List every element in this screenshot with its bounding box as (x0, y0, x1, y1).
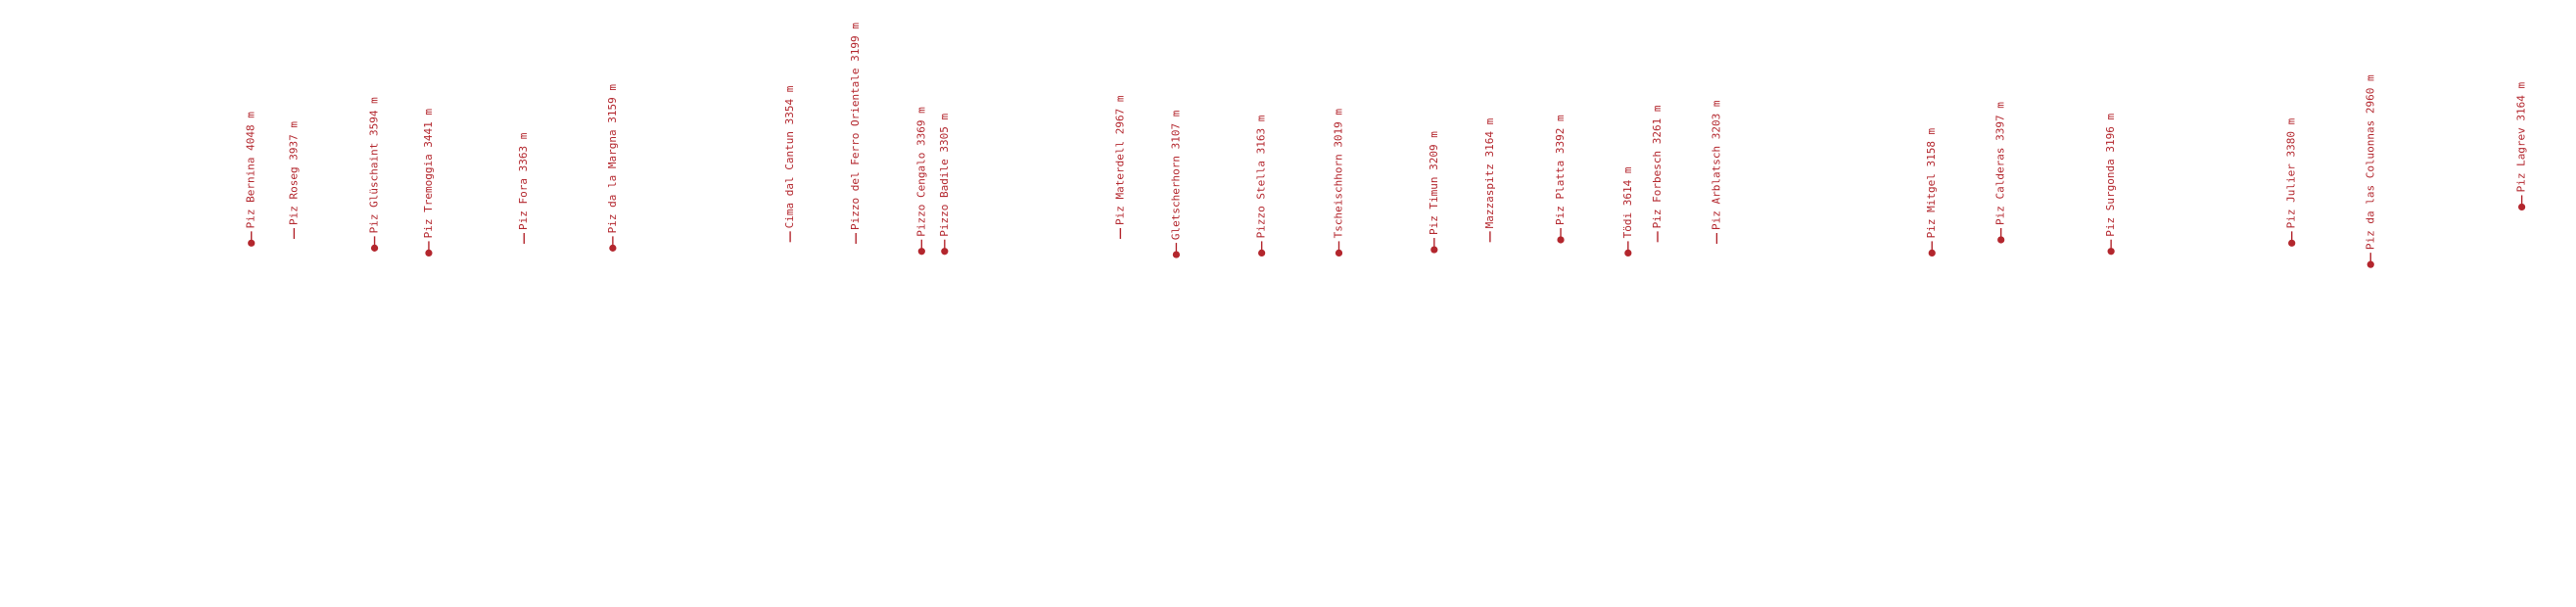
peak-marker: Piz Bernina 4048 m (245, 112, 258, 247)
peak-label: Pizzo Cengalo 3369 m (914, 107, 927, 237)
peak-marker: Pizzo Cengalo 3369 m (914, 107, 927, 256)
peak-label: Piz Arblatsch 3203 m (1710, 100, 1722, 230)
peak-label: Piz Materdell 2967 m (1113, 95, 1126, 225)
peak-label: Pizzo del Ferro Orientale 3199 m (849, 23, 862, 230)
peak-label: Piz Roseg 3937 m (287, 121, 300, 225)
peak-marker: Pizzo del Ferro Orientale 3199 m (849, 23, 862, 245)
peak-marker: Piz Roseg 3937 m (287, 121, 300, 239)
peak-label: Piz Surgonda 3196 m (2104, 114, 2117, 237)
peak-marker: Piz da la Margna 3159 m (606, 84, 619, 252)
peak-marker: Piz Mitgel 3158 m (1925, 127, 1938, 257)
peak-marker: Pizzo Stella 3163 m (1255, 115, 1268, 257)
peak-marker: Gletscherhorn 3107 m (1169, 110, 1182, 258)
peak-marker: Piz Platta 3392 m (1554, 115, 1567, 244)
peak-marker: Mazzaspitz 3164 m (1483, 117, 1496, 243)
peak-marker: Piz Julier 3380 m (2285, 117, 2298, 247)
peak-dot (1928, 249, 1936, 257)
peak-marker: Piz Lagrev 3164 m (2515, 81, 2528, 211)
peak-label: Pizzo Badile 3305 m (938, 114, 951, 237)
peak-label: Tscheischhorn 3019 m (1333, 109, 1345, 239)
peak-label: Piz Bernina 4048 m (245, 112, 258, 229)
peak-label: Piz Platta 3392 m (1554, 115, 1567, 225)
peak-marker: Piz Materdell 2967 m (1113, 95, 1126, 239)
peak-label: Piz Julier 3380 m (2285, 117, 2298, 228)
peak-label: Piz Mitgel 3158 m (1925, 127, 1938, 238)
peak-marker: Piz Timun 3209 m (1428, 131, 1440, 254)
peak-label: Tödi 3614 m (1621, 166, 1634, 238)
peak-marker: Piz Calderas 3397 m (1994, 102, 2007, 244)
peak-dot (1624, 249, 1632, 257)
peak-marker: Piz da las Coluonnas 2960 m (2364, 74, 2376, 268)
peak-marker: Piz Tremoggia 3441 m (422, 109, 435, 257)
peak-label: Cima dal Cantun 3354 m (783, 85, 796, 228)
peak-dot (2366, 260, 2374, 268)
peak-marker: Tödi 3614 m (1621, 166, 1634, 257)
peak-label: Piz Tremoggia 3441 m (422, 109, 435, 239)
peak-marker: Piz Arblatsch 3203 m (1710, 100, 1722, 245)
peak-label: Piz Timun 3209 m (1428, 131, 1440, 235)
peak-dot (1430, 246, 1438, 254)
peak-label: Piz Forbesch 3261 m (1651, 105, 1663, 228)
peak-dot (248, 239, 256, 247)
peak-marker: Cima dal Cantun 3354 m (783, 85, 796, 243)
peak-dot (917, 248, 925, 256)
peak-label: Piz Glüschaint 3594 m (368, 97, 381, 233)
peak-dot (425, 249, 433, 257)
peak-marker: Piz Fora 3363 m (517, 132, 530, 245)
peak-marker: Pizzo Badile 3305 m (938, 114, 951, 256)
peak-label: Piz Fora 3363 m (517, 132, 530, 230)
peak-dot (1258, 249, 1266, 257)
peak-marker: Piz Surgonda 3196 m (2104, 114, 2117, 256)
peak-dot (1997, 236, 2005, 244)
peak-label: Piz Calderas 3397 m (1994, 102, 2007, 225)
peak-marker: Piz Forbesch 3261 m (1651, 105, 1663, 243)
peak-label: Piz Lagrev 3164 m (2515, 81, 2528, 192)
peak-dot (1172, 251, 1181, 258)
peak-dot (2288, 239, 2296, 247)
peak-label: Pizzo Stella 3163 m (1255, 115, 1268, 238)
peak-dot (1557, 236, 1565, 244)
peak-dot (609, 244, 617, 252)
peak-dot (1335, 249, 1343, 257)
peak-dot (370, 244, 379, 252)
peak-label: Piz da la Margna 3159 m (606, 84, 619, 234)
peak-marker: Piz Glüschaint 3594 m (368, 97, 381, 252)
peak-dot (2518, 203, 2526, 211)
peak-dot (941, 248, 949, 256)
peak-label: Gletscherhorn 3107 m (1169, 110, 1182, 240)
peak-label: Piz da las Coluonnas 2960 m (2364, 74, 2376, 250)
peak-label: Mazzaspitz 3164 m (1483, 117, 1496, 228)
peak-dot (2107, 248, 2115, 256)
peak-marker: Tscheischhorn 3019 m (1333, 109, 1345, 257)
